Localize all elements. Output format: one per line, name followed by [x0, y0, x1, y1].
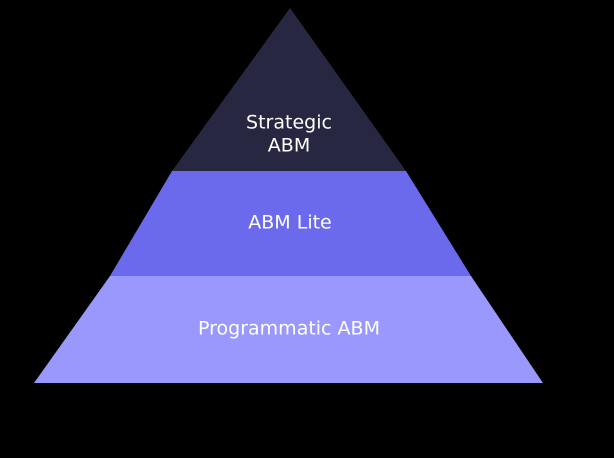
tier-strategic-abm-label-line-1: Strategic: [246, 112, 332, 134]
tier-programmatic-abm-label: Programmatic ABM: [198, 318, 380, 340]
tier-strategic-abm: [172, 8, 406, 171]
tier-abm-lite: [110, 171, 471, 276]
tier-programmatic-abm: [34, 276, 543, 383]
tier-abm-lite-label: ABM Lite: [248, 212, 331, 234]
tier-strategic-abm-label-line-2: ABM: [268, 135, 310, 157]
